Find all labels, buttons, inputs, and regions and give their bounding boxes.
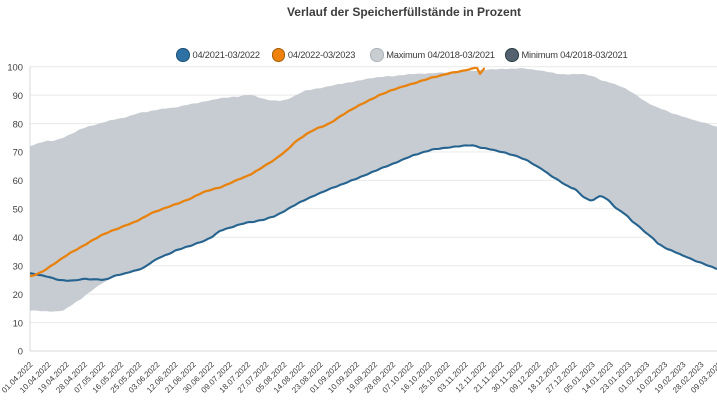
svg-text:60: 60	[13, 175, 23, 186]
svg-text:20: 20	[13, 289, 23, 300]
svg-text:40: 40	[13, 232, 23, 243]
svg-text:70: 70	[13, 147, 23, 158]
svg-text:30: 30	[13, 260, 23, 271]
svg-text:80: 80	[13, 118, 23, 129]
svg-text:10: 10	[13, 317, 23, 328]
svg-text:90: 90	[13, 90, 23, 101]
svg-text:100: 100	[7, 61, 23, 72]
svg-text:50: 50	[13, 204, 23, 215]
svg-text:0: 0	[18, 346, 23, 357]
